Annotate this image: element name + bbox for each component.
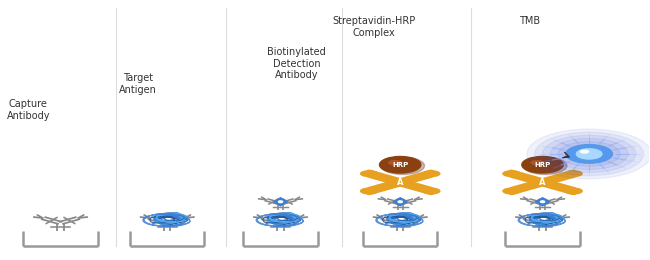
Ellipse shape — [565, 171, 582, 177]
Circle shape — [577, 149, 602, 159]
Circle shape — [566, 145, 612, 163]
Ellipse shape — [422, 171, 440, 177]
Ellipse shape — [531, 161, 543, 165]
Circle shape — [380, 157, 421, 173]
Ellipse shape — [361, 171, 378, 177]
Circle shape — [540, 201, 545, 203]
Polygon shape — [536, 198, 549, 206]
Circle shape — [558, 141, 620, 166]
Ellipse shape — [580, 150, 588, 153]
Circle shape — [522, 157, 564, 173]
Polygon shape — [393, 198, 407, 206]
Text: Biotinylated
Detection
Antibody: Biotinylated Detection Antibody — [267, 47, 326, 80]
Text: A: A — [540, 178, 546, 187]
Text: HRP: HRP — [392, 162, 408, 168]
Polygon shape — [274, 198, 287, 206]
Text: TMB: TMB — [519, 16, 540, 26]
Ellipse shape — [361, 188, 378, 194]
Text: Target
Antigen: Target Antigen — [119, 73, 157, 95]
Circle shape — [278, 201, 283, 203]
Circle shape — [398, 201, 402, 203]
Text: HRP: HRP — [534, 162, 551, 168]
Circle shape — [543, 135, 636, 173]
Ellipse shape — [422, 188, 440, 194]
Ellipse shape — [381, 157, 424, 174]
Ellipse shape — [389, 161, 401, 165]
Ellipse shape — [503, 171, 520, 177]
Ellipse shape — [523, 157, 567, 174]
Circle shape — [551, 138, 628, 170]
Text: Streptavidin-HRP
Complex: Streptavidin-HRP Complex — [333, 16, 416, 38]
Text: A: A — [397, 178, 404, 187]
Circle shape — [527, 129, 650, 179]
Ellipse shape — [565, 188, 582, 194]
Circle shape — [535, 132, 644, 176]
Ellipse shape — [503, 188, 520, 194]
Text: Capture
Antibody: Capture Antibody — [6, 99, 50, 121]
